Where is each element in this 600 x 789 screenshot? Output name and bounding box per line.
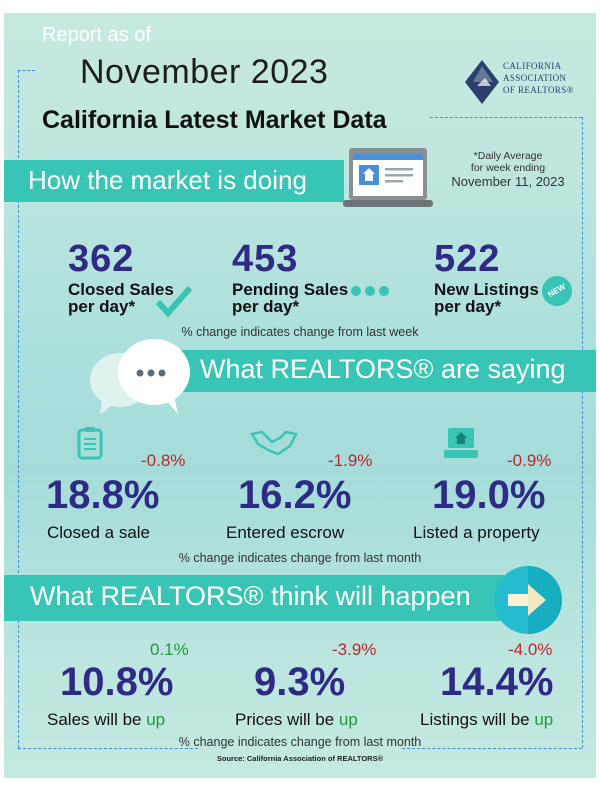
caption-text: Sales will be bbox=[47, 710, 147, 729]
car-logo-icon bbox=[465, 60, 499, 104]
caption-sales-forecast: Sales will be up bbox=[47, 710, 165, 730]
pct-prices-forecast: 9.3% bbox=[254, 660, 346, 704]
pct-listed-property: 19.0% bbox=[432, 473, 546, 517]
checkmark-icon bbox=[155, 286, 193, 317]
change-prices-forecast: -3.9% bbox=[332, 640, 377, 659]
change-sales-forecast: 0.1% bbox=[150, 640, 189, 659]
report-as-of: Report as of bbox=[42, 24, 151, 46]
dashed-border bbox=[582, 117, 583, 748]
clipboard-icon bbox=[77, 427, 103, 460]
caption-closed-sale: Closed a sale bbox=[47, 523, 151, 542]
pct-closed-sale: 18.8% bbox=[46, 473, 160, 517]
direction-up: up bbox=[534, 710, 554, 729]
new-badge-label: NEW bbox=[546, 282, 568, 300]
section-title: How the market is doing bbox=[28, 165, 307, 195]
stat-label: New Listings bbox=[434, 280, 539, 299]
speech-bubbles-icon bbox=[90, 339, 190, 414]
stat-value: 362 bbox=[68, 238, 135, 280]
report-month: November 2023 bbox=[80, 53, 329, 91]
note-line: for week ending bbox=[470, 162, 546, 174]
stat-value: 453 bbox=[232, 238, 299, 280]
pct-sales-forecast: 10.8% bbox=[60, 660, 174, 704]
source-credit: Source: California Association of REALTO… bbox=[216, 754, 384, 763]
caption-text: Prices will be bbox=[235, 710, 339, 729]
logo-line: ASSOCIATION bbox=[503, 73, 567, 83]
caption-listings-forecast: Listings will be up bbox=[420, 710, 553, 730]
monthly-change-note: % change indicates change from last mont… bbox=[178, 551, 422, 565]
stat-label: per day* bbox=[434, 297, 502, 316]
arrow-right-icon bbox=[494, 566, 562, 634]
caption-entered-escrow: Entered escrow bbox=[226, 523, 345, 542]
note-line: *Daily Average bbox=[473, 150, 543, 162]
stat-label: Pending Sales bbox=[232, 280, 349, 299]
change-listed-property: -0.9% bbox=[507, 451, 552, 470]
pct-listings-forecast: 14.4% bbox=[440, 660, 554, 704]
direction-up: up bbox=[146, 710, 166, 729]
pct-entered-escrow: 16.2% bbox=[238, 473, 352, 517]
page-subtitle: California Latest Market Data bbox=[42, 106, 387, 134]
laptop-listing-icon bbox=[343, 148, 433, 207]
stat-value: 522 bbox=[434, 238, 501, 280]
dashed-border bbox=[18, 70, 19, 748]
stat-label: per day* bbox=[232, 297, 300, 316]
dots-icon bbox=[351, 286, 389, 296]
handshake-icon bbox=[250, 430, 298, 456]
daily-average-note: *Daily Average for week ending November … bbox=[438, 150, 578, 190]
section-title: What REALTORS® think will happen bbox=[30, 581, 471, 611]
laptop-house-icon bbox=[444, 428, 478, 458]
caption-text: Listings will be bbox=[420, 710, 535, 729]
dashed-border bbox=[18, 748, 198, 749]
stat-new-listings: 522 New Listings per day* bbox=[434, 238, 539, 315]
logo-line: CALIFORNIA bbox=[503, 61, 562, 71]
logo-line: OF REALTORS® bbox=[503, 85, 574, 95]
caption-prices-forecast: Prices will be up bbox=[235, 710, 358, 730]
forecast-change-note: % change indicates change from last mont… bbox=[178, 735, 422, 749]
section-banner-market: How the market is doing bbox=[4, 160, 344, 202]
section-title: What REALTORS® are saying bbox=[200, 354, 566, 384]
dashed-border bbox=[18, 70, 35, 71]
dashed-border bbox=[430, 117, 582, 118]
direction-up: up bbox=[338, 710, 358, 729]
car-logo: CALIFORNIA ASSOCIATION OF REALTORS® bbox=[465, 58, 585, 108]
note-date: November 11, 2023 bbox=[451, 174, 565, 189]
section-banner-saying: What REALTORS® are saying bbox=[180, 350, 596, 392]
stat-label: Closed Sales bbox=[68, 280, 174, 299]
stat-label: per day* bbox=[68, 297, 136, 316]
section-banner-forecast: What REALTORS® think will happen bbox=[4, 575, 504, 621]
stat-pending-sales: 453 Pending Sales per day* bbox=[232, 238, 348, 315]
weekly-change-note: % change indicates change from last week bbox=[181, 325, 419, 339]
change-closed-sale: -0.8% bbox=[141, 451, 186, 470]
change-listings-forecast: -4.0% bbox=[508, 640, 553, 659]
stat-closed-sales: 362 Closed Sales per day* bbox=[68, 238, 174, 315]
change-entered-escrow: -1.9% bbox=[328, 451, 373, 470]
dashed-border bbox=[402, 748, 582, 749]
caption-listed-property: Listed a property bbox=[413, 523, 540, 542]
